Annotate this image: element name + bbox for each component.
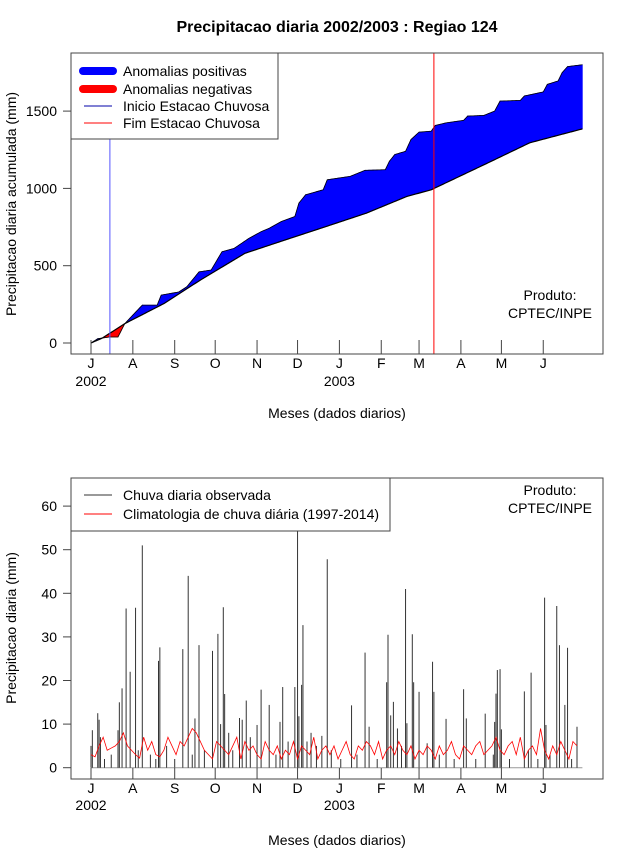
- top-legend: Anomalias positivas Anomalias negativas …: [70, 52, 279, 140]
- x-tick-label: F: [377, 780, 386, 796]
- y-tick-label: 50: [41, 542, 57, 558]
- x-tick-label: S: [170, 355, 179, 371]
- top-annotation-cptec: CPTEC/INPE: [508, 305, 592, 321]
- y-tick-label: 1500: [26, 103, 57, 119]
- x-tick-label: F: [377, 355, 386, 371]
- x-year-label: 2002: [75, 373, 106, 389]
- y-tick-label: 10: [41, 716, 57, 732]
- legend-label-positive: Anomalias positivas: [123, 63, 247, 79]
- climatology-cumulative-line: [90, 128, 583, 344]
- x-year-label: 2003: [324, 797, 355, 813]
- x-tick-label: O: [210, 355, 221, 371]
- x-tick-label: J: [88, 780, 95, 796]
- x-tick-label: J: [88, 355, 95, 371]
- x-tick-label: A: [128, 780, 138, 796]
- y-tick-label: 60: [41, 498, 57, 514]
- legend-label-observed: Chuva diaria observada: [123, 487, 271, 503]
- top-panel: 0 500 1000 1500 J 2002 A S O N D J 2003 F M A M J Precipi…: [3, 52, 604, 421]
- x-tick-label: D: [292, 780, 302, 796]
- climatology-line: [90, 727, 578, 761]
- x-tick-label: N: [252, 355, 262, 371]
- x-year-label: 2003: [324, 373, 355, 389]
- x-tick-label: J: [336, 355, 343, 371]
- y-tick-label: 500: [34, 258, 58, 274]
- x-tick-label: A: [456, 355, 466, 371]
- x-tick-label: J: [540, 355, 547, 371]
- x-tick-label: A: [128, 355, 138, 371]
- top-legend-box: [70, 52, 279, 140]
- x-tick-label: O: [210, 780, 221, 796]
- top-x-axis-label: Meses (dados diarios): [268, 405, 406, 421]
- observed-cumulative-line: [90, 64, 583, 344]
- top-axes: 0 500 1000 1500 J 2002 A S O N D J 2003 F M A M J: [26, 103, 547, 389]
- legend-label-inicio: Inicio Estacao Chuvosa: [123, 98, 270, 114]
- bottom-legend: Chuva diaria observada Climatologia de c…: [70, 477, 391, 532]
- x-year-label: 2002: [75, 797, 106, 813]
- x-tick-label: M: [496, 355, 508, 371]
- x-tick-label: M: [413, 355, 425, 371]
- legend-label-climatology: Climatologia de chuva diária (1997-2014): [123, 506, 379, 522]
- bottom-annotation-cptec: CPTEC/INPE: [508, 500, 592, 516]
- bottom-plot-area: [90, 479, 583, 769]
- top-y-axis-label: Precipitacao diaria acumulada (mm): [3, 92, 19, 316]
- x-tick-label: D: [292, 355, 302, 371]
- bottom-annotation-produto: Produto:: [524, 482, 577, 498]
- top-annotation-produto: Produto:: [524, 287, 577, 303]
- x-tick-label: A: [456, 780, 466, 796]
- chart-title: Precipitacao diaria 2002/2003 : Regiao 1…: [176, 19, 497, 36]
- x-tick-label: M: [413, 780, 425, 796]
- y-tick-label: 0: [49, 335, 57, 351]
- x-tick-label: J: [540, 780, 547, 796]
- y-tick-label: 40: [41, 585, 57, 601]
- y-tick-label: 20: [41, 673, 57, 689]
- x-tick-label: S: [170, 780, 179, 796]
- top-plot-box: [70, 52, 604, 355]
- y-tick-label: 0: [49, 760, 57, 776]
- x-tick-label: J: [336, 780, 343, 796]
- x-tick-label: N: [252, 780, 262, 796]
- y-tick-label: 30: [41, 629, 57, 645]
- y-tick-label: 1000: [26, 180, 57, 196]
- top-plot-area: [90, 53, 583, 354]
- legend-label-negative: Anomalias negativas: [123, 81, 252, 97]
- bottom-x-axis-label: Meses (dados diarios): [268, 832, 406, 848]
- legend-label-fim: Fim Estacao Chuvosa: [123, 115, 260, 131]
- x-tick-label: M: [496, 780, 508, 796]
- bottom-y-axis-label: Precipitacao diaria (mm): [3, 552, 19, 704]
- bottom-legend-box: [70, 477, 391, 532]
